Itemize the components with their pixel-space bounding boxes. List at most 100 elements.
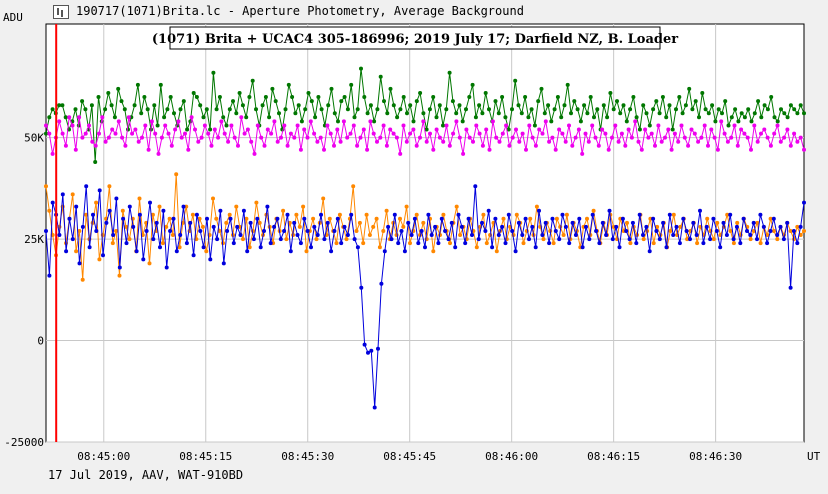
data-point-green bbox=[605, 115, 610, 120]
data-point-green bbox=[198, 103, 203, 108]
data-point-magenta bbox=[368, 119, 373, 124]
data-point-magenta bbox=[70, 123, 75, 128]
data-point-blue bbox=[791, 229, 796, 233]
data-point-orange bbox=[591, 208, 596, 213]
data-point-blue bbox=[584, 224, 588, 229]
data-point-orange bbox=[344, 237, 349, 242]
data-point-magenta bbox=[514, 127, 518, 132]
data-point-blue bbox=[520, 233, 525, 237]
data-point-blue bbox=[194, 212, 199, 217]
data-point-magenta bbox=[322, 147, 326, 152]
data-point-magenta bbox=[408, 131, 413, 136]
y-axis-label: ADU bbox=[3, 11, 23, 24]
data-point-magenta bbox=[679, 123, 684, 128]
data-point-green bbox=[454, 111, 459, 116]
data-point-magenta bbox=[712, 135, 717, 140]
data-point-magenta bbox=[236, 143, 240, 148]
data-point-green bbox=[362, 95, 367, 99]
data-point-magenta bbox=[126, 115, 131, 120]
data-point-blue bbox=[480, 220, 484, 225]
data-point-blue bbox=[285, 212, 290, 217]
data-point-green bbox=[44, 131, 48, 136]
data-point-magenta bbox=[328, 131, 333, 136]
data-point-blue bbox=[134, 249, 139, 254]
data-point-magenta bbox=[590, 123, 595, 128]
data-point-blue bbox=[248, 220, 253, 225]
data-point-blue bbox=[208, 257, 213, 262]
data-point-green bbox=[63, 115, 68, 120]
data-point-green bbox=[628, 107, 633, 112]
data-point-orange bbox=[84, 212, 89, 217]
data-point-orange bbox=[167, 216, 172, 221]
data-point-blue bbox=[127, 204, 132, 209]
data-point-magenta bbox=[106, 135, 111, 140]
data-point-magenta bbox=[63, 143, 68, 148]
data-point-orange bbox=[381, 229, 386, 233]
data-point-magenta bbox=[739, 127, 744, 132]
y-tick-label: 50K bbox=[24, 132, 44, 145]
data-point-blue bbox=[651, 216, 656, 221]
data-point-blue bbox=[329, 249, 334, 254]
data-point-blue bbox=[547, 241, 552, 246]
data-point-green bbox=[519, 111, 524, 116]
data-point-magenta bbox=[275, 139, 280, 144]
data-point-magenta bbox=[265, 127, 270, 132]
data-point-orange bbox=[705, 216, 710, 221]
data-point-magenta bbox=[696, 139, 701, 144]
data-point-magenta bbox=[567, 123, 571, 128]
data-point-orange bbox=[514, 212, 519, 217]
data-point-magenta bbox=[447, 143, 452, 148]
data-point-blue bbox=[141, 257, 146, 262]
data-point-blue bbox=[121, 216, 126, 221]
data-point-green bbox=[267, 115, 272, 120]
data-point-blue bbox=[573, 233, 578, 237]
data-point-magenta bbox=[355, 143, 360, 148]
data-point-blue bbox=[366, 350, 370, 355]
data-point-blue bbox=[201, 245, 206, 250]
data-point-orange bbox=[685, 237, 690, 242]
data-point-orange bbox=[454, 204, 459, 209]
data-point-blue bbox=[731, 237, 736, 242]
data-point-magenta bbox=[480, 143, 485, 148]
data-point-green bbox=[746, 107, 751, 112]
data-point-green bbox=[349, 82, 354, 87]
data-point-magenta bbox=[735, 143, 740, 148]
data-point-magenta bbox=[209, 143, 214, 148]
data-point-magenta bbox=[279, 135, 283, 140]
data-point-orange bbox=[728, 229, 733, 233]
data-point-blue bbox=[305, 229, 310, 233]
data-point-blue bbox=[677, 241, 682, 246]
data-point-green bbox=[382, 99, 386, 104]
data-point-green bbox=[559, 115, 564, 120]
data-point-magenta bbox=[732, 123, 737, 128]
data-point-magenta bbox=[338, 139, 343, 144]
data-point-magenta bbox=[57, 119, 62, 124]
chart-title: (1071) Brita + UCAC4 305-186996; 2019 Ju… bbox=[152, 32, 678, 47]
data-point-green bbox=[303, 107, 308, 112]
data-point-blue bbox=[107, 208, 112, 213]
data-point-blue bbox=[433, 224, 438, 229]
data-point-magenta bbox=[199, 135, 204, 140]
data-point-orange bbox=[77, 229, 82, 233]
data-point-orange bbox=[775, 237, 780, 242]
data-point-magenta bbox=[745, 135, 750, 140]
data-point-magenta bbox=[749, 147, 753, 152]
data-point-blue bbox=[345, 233, 350, 237]
data-point-orange bbox=[771, 229, 776, 233]
data-point-blue bbox=[486, 208, 491, 213]
data-point-magenta bbox=[666, 127, 671, 132]
data-point-blue bbox=[597, 241, 602, 246]
data-point-blue bbox=[362, 342, 367, 347]
data-point-green bbox=[135, 82, 140, 87]
data-point-green bbox=[395, 115, 400, 120]
data-point-green bbox=[578, 119, 583, 124]
data-point-green bbox=[191, 91, 196, 95]
data-point-magenta bbox=[288, 131, 293, 136]
data-point-green bbox=[493, 99, 498, 104]
data-point-green bbox=[414, 99, 419, 104]
data-point-orange bbox=[257, 220, 262, 225]
data-point-green bbox=[388, 86, 393, 91]
y-tick-label: 25K bbox=[24, 233, 44, 246]
data-point-magenta bbox=[123, 143, 128, 148]
data-point-magenta bbox=[755, 139, 760, 144]
